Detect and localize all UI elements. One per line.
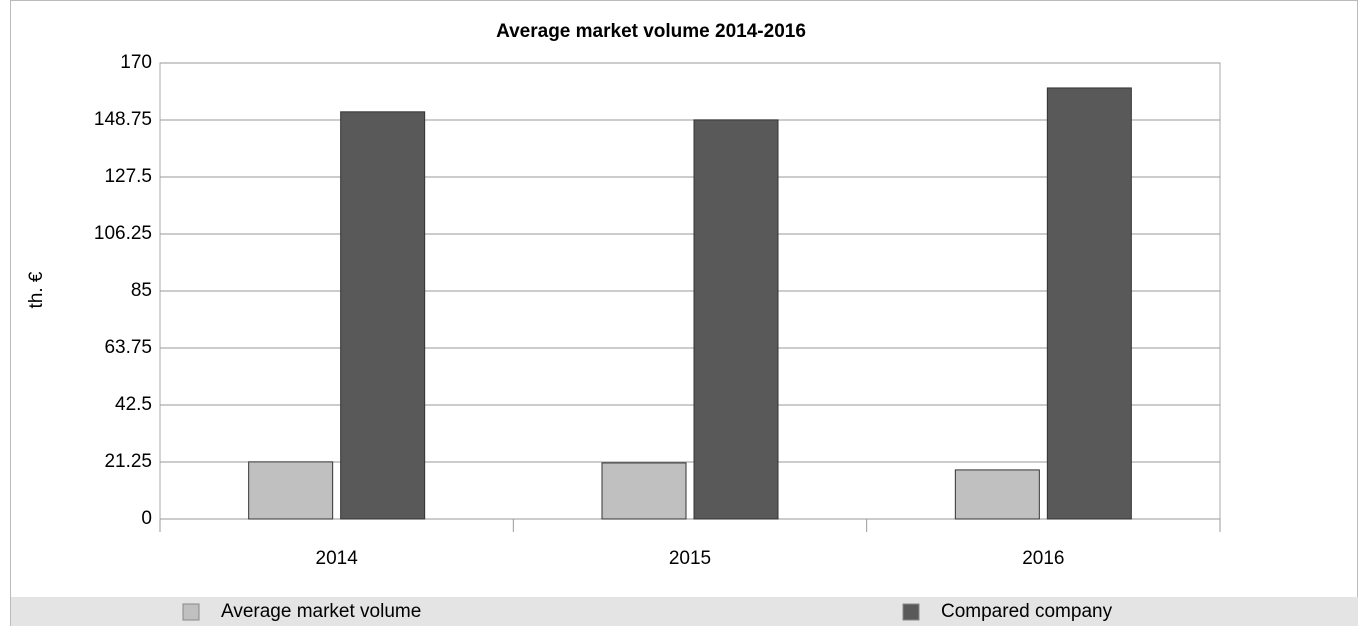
bar: [248, 461, 334, 520]
legend-label: Compared company: [941, 601, 1113, 622]
legend-swatch: [902, 603, 920, 621]
chart-title: Average market volume 2014-2016: [496, 21, 806, 42]
y-tick-label: 148.75: [94, 109, 152, 130]
bar: [340, 111, 426, 520]
legend-band: [11, 597, 1358, 626]
y-tick-label: 21.25: [104, 451, 152, 472]
y-tick-label: 63.75: [104, 337, 152, 358]
x-tick-label: 2016: [1022, 548, 1064, 569]
y-tick-label: 42.5: [115, 394, 152, 415]
y-tick-label: 127.5: [104, 166, 152, 187]
legend-swatch: [182, 603, 200, 621]
bar: [954, 469, 1040, 520]
y-tick-label: 170: [120, 52, 152, 73]
bar: [1046, 87, 1132, 520]
y-tick-label: 85: [131, 280, 152, 301]
bar: [601, 462, 687, 520]
y-tick-label: 0: [141, 508, 152, 529]
bar: [693, 119, 779, 520]
y-tick-label: 106.25: [94, 223, 152, 244]
x-tick-label: 2015: [669, 548, 711, 569]
x-tick-label: 2014: [316, 548, 359, 569]
legend-label: Average market volume: [221, 601, 421, 622]
y-axis-label: th. €: [26, 271, 47, 308]
chart-border: [10, 0, 1358, 626]
